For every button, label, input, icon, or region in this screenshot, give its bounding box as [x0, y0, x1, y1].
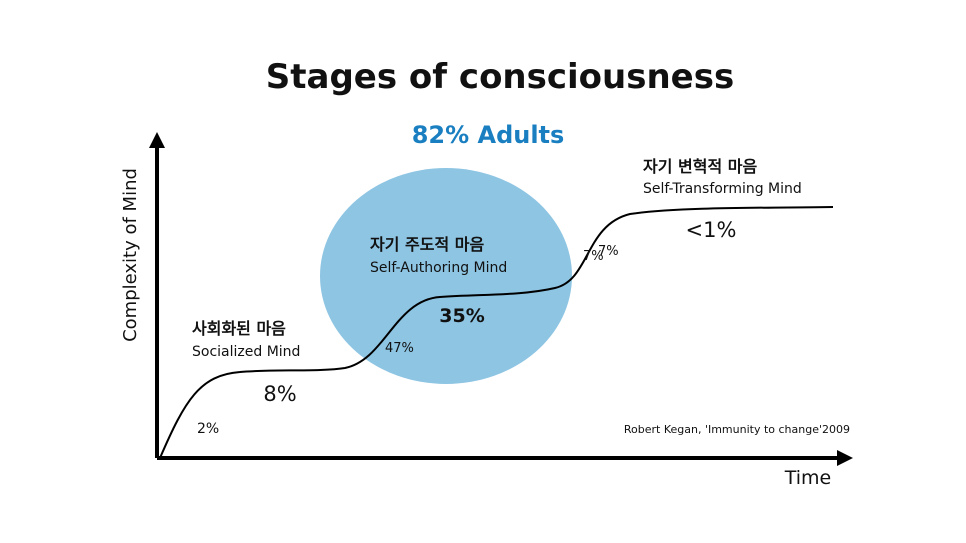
- stage-ko: 사회화된 마음: [192, 319, 286, 338]
- x-axis-label: Time: [784, 467, 832, 489]
- percent-label: 2%: [197, 421, 219, 437]
- development-curve: [159, 206, 834, 459]
- percent-label: 47%: [385, 341, 414, 356]
- highlight: 82% Adults: [412, 121, 565, 149]
- percent-label: <1%: [686, 218, 737, 242]
- stage-en: Self-Transforming Mind: [643, 181, 802, 197]
- y-axis-label: Complexity of Mind: [120, 168, 141, 342]
- percent-label: 8%: [263, 382, 296, 406]
- stage-en: Self-Authoring Mind: [370, 260, 507, 276]
- percent-label: 7%: [598, 244, 619, 259]
- stage-ko: 자기 변혁적 마음: [643, 157, 757, 176]
- percent-label: 7%: [583, 249, 604, 264]
- y-arrow: [149, 132, 165, 148]
- title: Stages of consciousness: [266, 57, 734, 97]
- stage-ko: 자기 주도적 마음: [370, 235, 484, 254]
- x-arrow: [837, 450, 853, 466]
- stage-en: Socialized Mind: [192, 344, 300, 360]
- adult-circle: [320, 168, 572, 384]
- citation: Robert Kegan, 'Immunity to change'2009: [624, 423, 850, 436]
- percent-label: 35%: [439, 305, 484, 327]
